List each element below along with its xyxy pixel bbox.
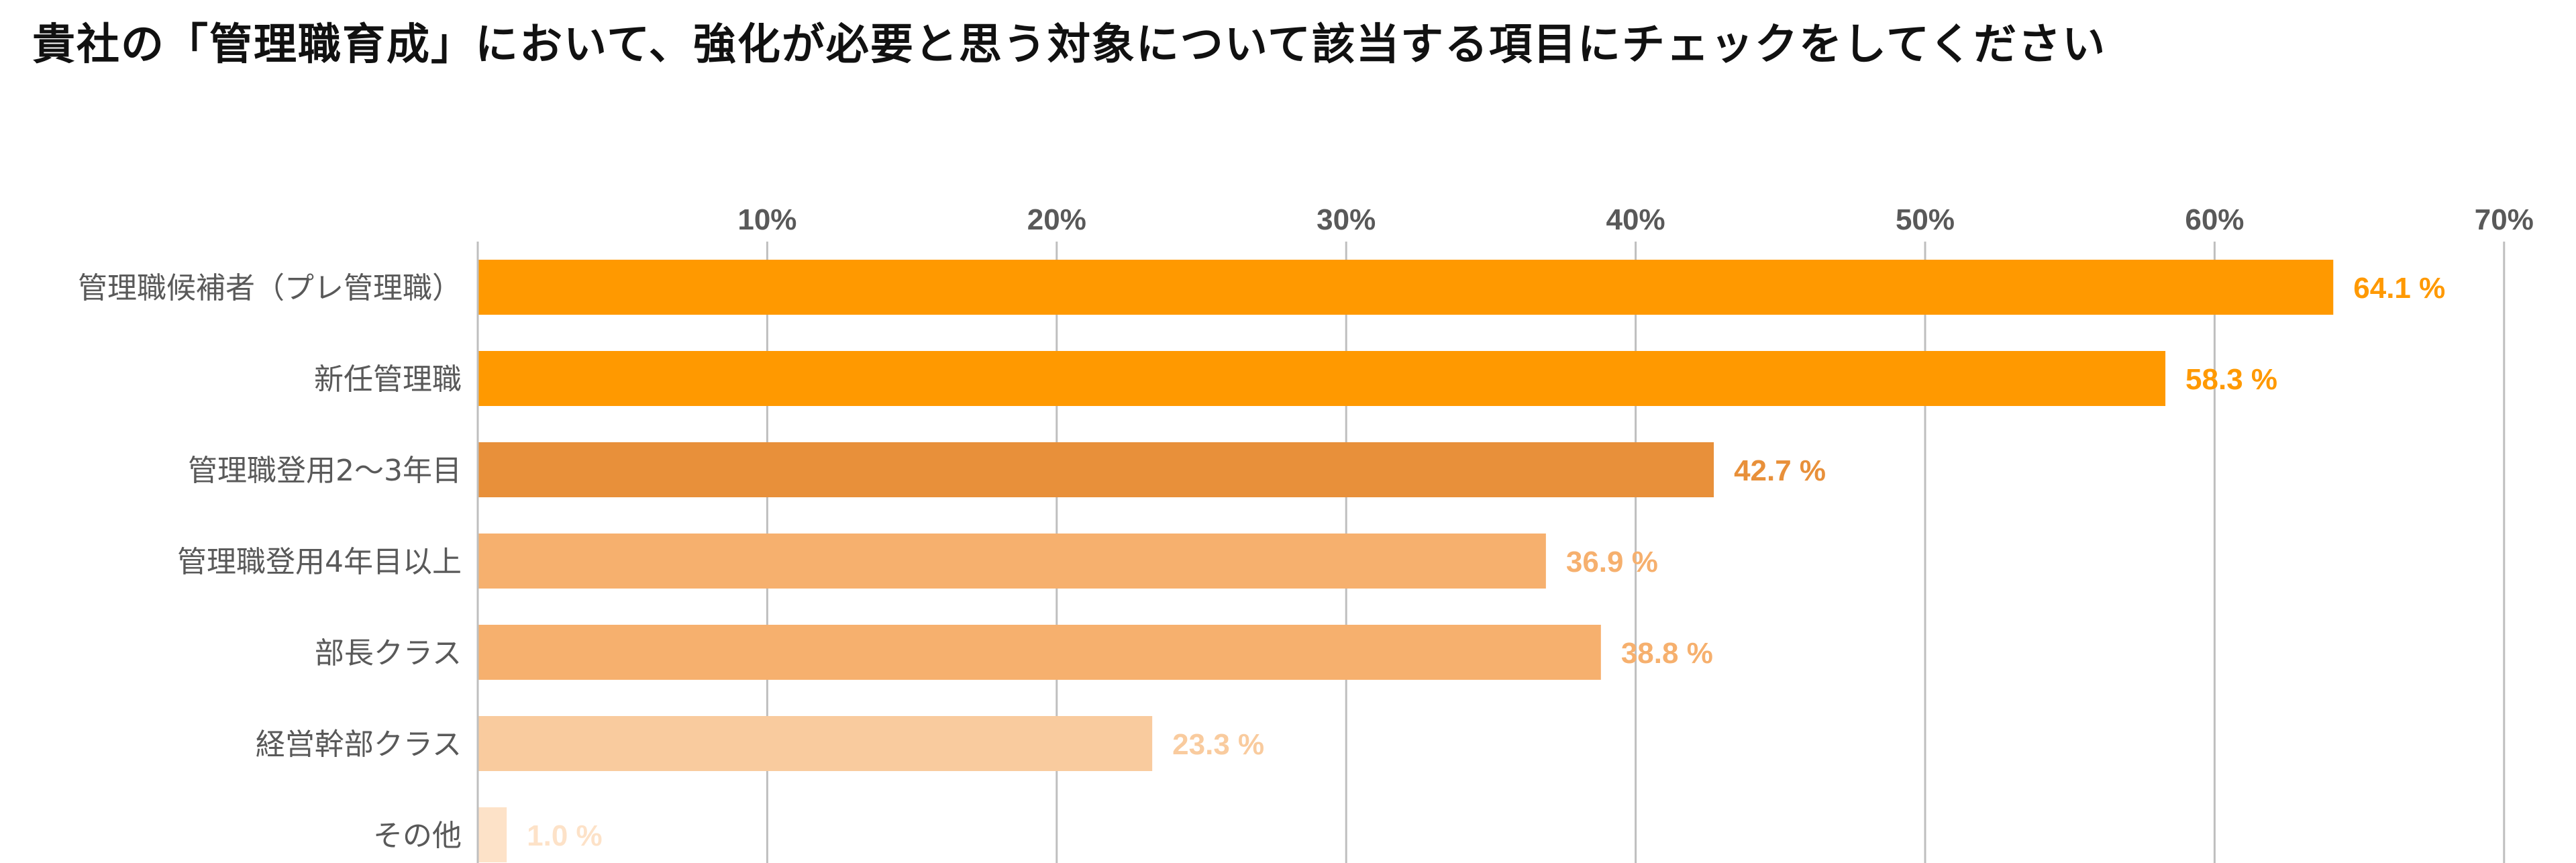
x-tick-label: 20%	[1027, 203, 1086, 236]
bar	[478, 625, 1601, 680]
data-label: 38.8 %	[1621, 637, 1713, 670]
x-tick-label: 40%	[1606, 203, 1665, 236]
x-tick-label: 10%	[737, 203, 796, 236]
data-label: 42.7 %	[1734, 454, 1826, 487]
bar	[478, 260, 2334, 315]
bars	[478, 260, 2334, 862]
category-label: 部長クラス	[315, 636, 462, 670]
category-label: その他	[373, 819, 462, 853]
x-axis-tick-labels: 10% 20% 30% 40% 50% 60% 70%	[737, 203, 2533, 236]
bar	[478, 807, 507, 862]
category-labels: 管理職候補者（プレ管理職） 新任管理職管理職登用2〜3年目管理職登用4年目以上部長…	[78, 271, 462, 853]
data-labels: 64.1 % 58.3 % 42.7 % 36.9 % 38.8 % 23.3 % 1.0 …	[527, 272, 2445, 852]
bar	[478, 351, 2166, 406]
x-tick-label: 30%	[1317, 203, 1376, 236]
data-label: 58.3 %	[2185, 363, 2277, 396]
data-label: 36.9 %	[1566, 546, 1658, 578]
x-tick-label: 70%	[2475, 203, 2534, 236]
bar	[478, 534, 1546, 589]
x-tick-label: 50%	[1896, 203, 1955, 236]
data-label: 64.1 %	[2353, 272, 2445, 305]
category-label: 新任管理職	[314, 362, 462, 397]
category-label: 管理職登用4年目以上	[177, 545, 462, 579]
x-tick-label: 60%	[2185, 203, 2244, 236]
category-label: 管理職候補者（プレ管理職）	[78, 271, 462, 305]
data-label: 1.0 %	[527, 819, 603, 852]
bar	[478, 442, 1714, 497]
data-label: 23.3 %	[1172, 728, 1264, 761]
bar	[478, 716, 1153, 771]
category-label: 経営幹部クラス	[256, 727, 462, 762]
page-title: 貴社の「管理職育成」において、強化が必要と思う対象について該当する項目にチェック…	[32, 20, 2107, 70]
category-label: 管理職登用2〜3年目	[188, 454, 462, 488]
